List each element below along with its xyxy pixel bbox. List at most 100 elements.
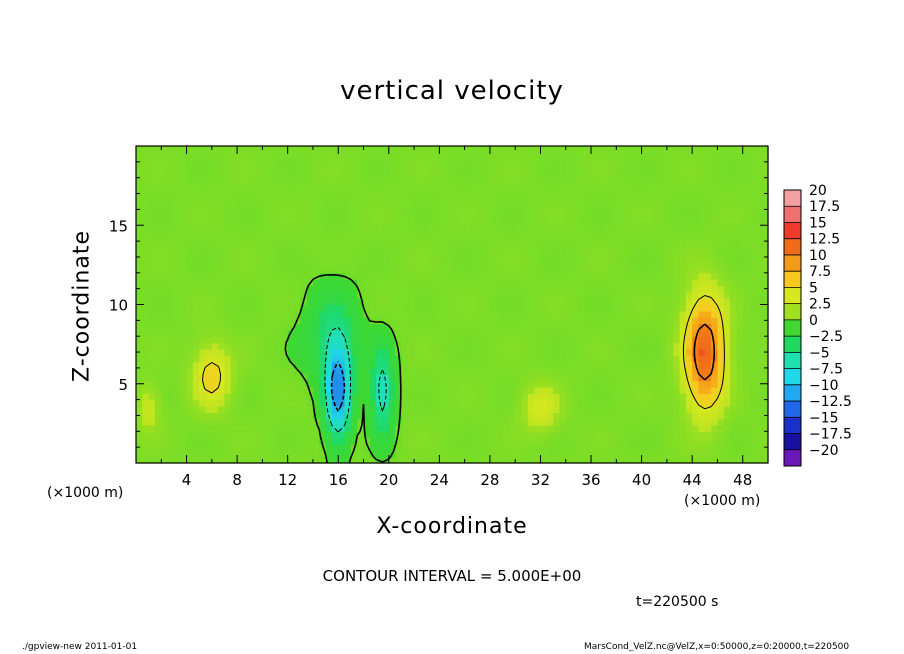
heatmap-cell [723, 348, 731, 356]
heatmap-cell [256, 405, 263, 413]
heatmap-cell [628, 424, 636, 432]
heatmap-cell [470, 412, 478, 420]
heatmap-cell [319, 247, 327, 255]
heatmap-cell [243, 399, 251, 407]
heatmap-cell [382, 348, 390, 356]
heatmap-cell [426, 291, 434, 299]
heatmap-cell [736, 196, 744, 204]
heatmap-cell [275, 317, 282, 325]
heatmap-cell [673, 437, 681, 445]
heatmap-cell [445, 361, 453, 369]
heatmap-cell [205, 158, 213, 166]
heatmap-cell [180, 260, 188, 268]
heatmap-cell [502, 253, 510, 261]
heatmap-cell [730, 285, 737, 293]
heatmap-cell [256, 399, 263, 407]
heatmap-cell [243, 209, 251, 217]
heatmap-cell [610, 336, 617, 344]
heatmap-cell [761, 177, 769, 185]
heatmap-cell [211, 310, 219, 318]
heatmap-cell [420, 291, 428, 299]
heatmap-cell [610, 272, 617, 280]
heatmap-cell [521, 348, 529, 356]
heatmap-cell [325, 374, 333, 382]
heatmap-cell [306, 196, 314, 204]
heatmap-cell [369, 437, 377, 445]
heatmap-cell [591, 355, 598, 363]
heatmap-cell [704, 190, 712, 198]
heatmap-cell [186, 146, 194, 153]
heatmap-cell [414, 285, 421, 293]
heatmap-cell [540, 405, 548, 413]
heatmap-cell [534, 165, 542, 172]
heatmap-cell [426, 190, 434, 198]
heatmap-cell [698, 386, 706, 394]
heatmap-cell [704, 342, 712, 350]
heatmap-cell [584, 184, 592, 191]
heatmap-cell [230, 361, 238, 369]
heatmap-cell [622, 361, 630, 369]
heatmap-cell [736, 412, 744, 420]
heatmap-cell [736, 285, 744, 293]
heatmap-cell [572, 399, 579, 407]
heatmap-cell [275, 291, 282, 299]
heatmap-cell [325, 329, 333, 337]
heatmap-cell [344, 336, 352, 344]
heatmap-cell [319, 165, 327, 172]
heatmap-cell [515, 336, 523, 344]
heatmap-cell [565, 209, 573, 217]
heatmap-cell [603, 386, 611, 394]
heatmap-cell [407, 342, 415, 350]
heatmap-cell [287, 310, 295, 318]
heatmap-cell [515, 298, 523, 306]
heatmap-cell [553, 323, 561, 331]
heatmap-cell [281, 310, 289, 318]
heatmap-cell [433, 393, 440, 401]
heatmap-cell [515, 386, 523, 394]
heatmap-cell [730, 253, 737, 261]
heatmap-cell [616, 456, 624, 464]
heatmap-cell [407, 241, 415, 249]
heatmap-cell [470, 342, 478, 350]
heatmap-cell [306, 342, 314, 350]
heatmap-cell [211, 279, 219, 287]
heatmap-cell [281, 374, 289, 382]
heatmap-cell [331, 450, 339, 458]
heatmap-cell [401, 279, 409, 287]
heatmap-cell [224, 393, 232, 401]
heatmap-cell [224, 374, 232, 382]
heatmap-cell [597, 196, 605, 204]
heatmap-cell [414, 418, 421, 426]
heatmap-cell [173, 228, 181, 236]
heatmap-cell [452, 165, 459, 172]
heatmap-cell [489, 405, 497, 413]
heatmap-cell [622, 247, 630, 255]
heatmap-cell [591, 196, 598, 204]
heatmap-cell [749, 329, 756, 337]
heatmap-cell [312, 304, 320, 312]
heatmap-cell [749, 272, 756, 280]
heatmap-cell [180, 272, 188, 280]
heatmap-cell [458, 399, 466, 407]
heatmap-cell [698, 152, 706, 160]
heatmap-cell [218, 342, 226, 350]
heatmap-cell [376, 310, 384, 318]
heatmap-cell [414, 177, 421, 185]
heatmap-cell [376, 323, 384, 331]
heatmap-cell [540, 215, 548, 223]
heatmap-cell [439, 405, 447, 413]
heatmap-cell [483, 380, 491, 388]
heatmap-cell [338, 209, 346, 217]
heatmap-cell [578, 152, 586, 160]
heatmap-cell [464, 310, 472, 318]
heatmap-cell [565, 171, 573, 179]
heatmap-cell [382, 158, 390, 166]
heatmap-cell [711, 361, 719, 369]
heatmap-cell [508, 393, 516, 401]
heatmap-cell [294, 418, 301, 426]
heatmap-cell [458, 323, 466, 331]
heatmap-cell [584, 203, 592, 210]
heatmap-cell [597, 190, 605, 198]
heatmap-cell [610, 361, 617, 369]
heatmap-cell [685, 190, 693, 198]
